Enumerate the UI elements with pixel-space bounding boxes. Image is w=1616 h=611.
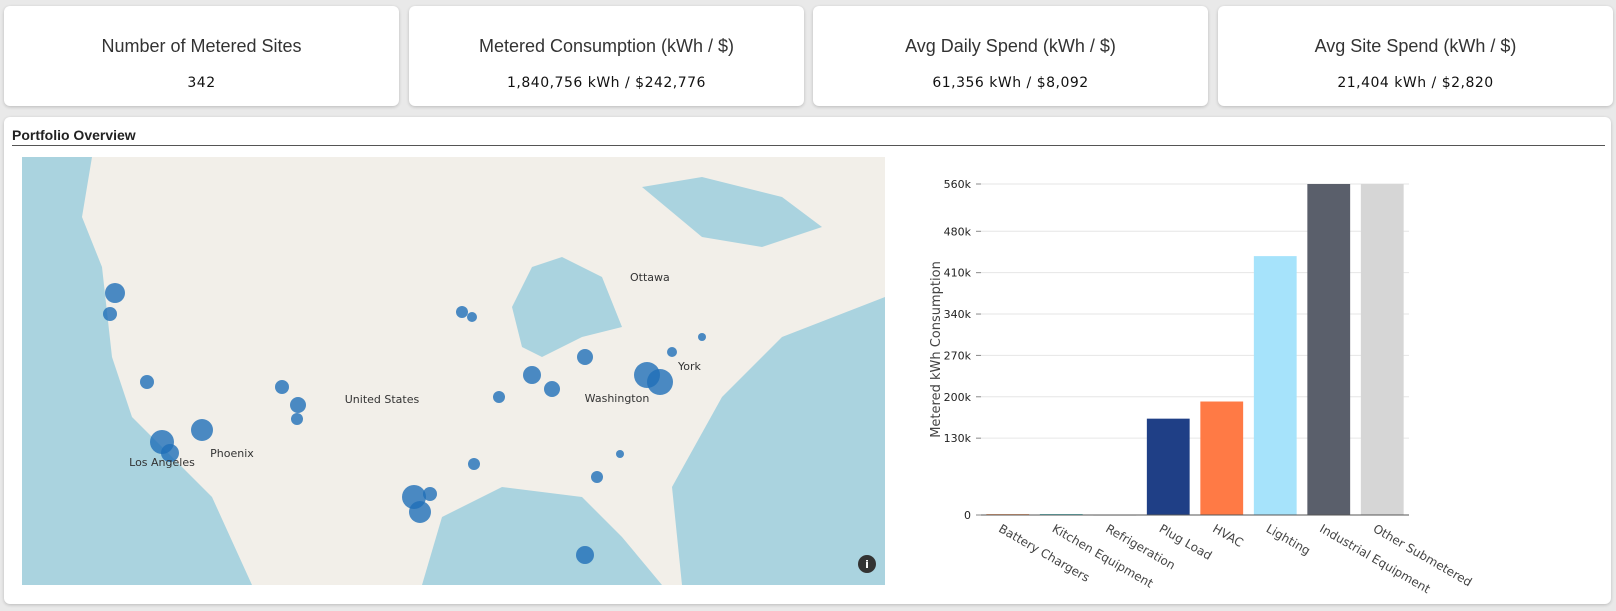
y-tick-label: 0 <box>964 509 971 522</box>
place-label: Los Angeles <box>129 456 195 469</box>
x-tick-label: HVAC <box>1210 521 1245 550</box>
place-label: Washington <box>585 392 650 405</box>
y-axis-label: Metered kWh Consumption <box>929 261 944 438</box>
kpi-card: Avg Daily Spend (kWh / $) 61,356 kWh / $8… <box>813 6 1208 106</box>
bar <box>1360 184 1404 515</box>
bar <box>1200 401 1244 515</box>
y-tick-label: 410k <box>944 267 972 280</box>
place-label: York <box>677 360 702 373</box>
map-water <box>422 487 662 585</box>
bar <box>1307 184 1351 515</box>
y-tick-label: 560k <box>944 178 972 191</box>
map[interactable]: i Ottawa York Washington United States Phoen… <box>22 157 885 585</box>
bar-chart: Metered kWh Consumption 0 130k 200k 270k 340k… <box>929 178 1474 596</box>
map-water <box>672 297 885 585</box>
info-icon[interactable] <box>858 555 876 573</box>
kpi-card: Metered Consumption (kWh / $) 1,840,756 k… <box>409 6 804 106</box>
kpi-value: 21,404 kWh / $2,820 <box>1337 75 1494 91</box>
kpi-title: Metered Consumption (kWh / $) <box>478 36 735 56</box>
bar <box>1146 418 1190 515</box>
site-markers <box>103 283 706 564</box>
map-water <box>22 157 252 585</box>
x-tick-label: Kitchen Equipment <box>1050 521 1156 590</box>
x-tick-label: Battery Chargers <box>996 521 1092 584</box>
panel-title: Portfolio Overview <box>12 127 136 143</box>
divider <box>12 145 1605 146</box>
kpi-value: 342 <box>187 75 216 91</box>
map-water <box>642 177 822 247</box>
place-label: Ottawa <box>630 271 670 284</box>
kpi-card: Number of Metered Sites 342 <box>4 6 399 106</box>
kpi-title: Number of Metered Sites <box>101 36 302 56</box>
y-tick-label: 200k <box>944 391 972 404</box>
kpi-value: 61,356 kWh / $8,092 <box>932 75 1089 91</box>
map-lake <box>512 257 622 357</box>
place-label: Phoenix <box>210 447 254 460</box>
place-label: United States <box>345 393 420 406</box>
y-tick-label: 340k <box>944 308 972 321</box>
kpi-title: Avg Daily Spend (kWh / $) <box>905 36 1116 56</box>
y-tick-label: 480k <box>944 225 972 238</box>
panel: Portfolio Overview i Ottawa York Washingto… <box>4 117 1611 604</box>
y-tick-label: 130k <box>944 432 972 445</box>
kpi-title: Avg Site Spend (kWh / $) <box>1314 36 1517 56</box>
bar <box>1253 256 1297 515</box>
kpi-value: 1,840,756 kWh / $242,776 <box>507 75 706 91</box>
x-tick-label: Lighting <box>1264 521 1313 557</box>
info-icon-glyph: i <box>865 558 869 571</box>
y-tick-label: 270k <box>944 349 972 362</box>
kpi-card: Avg Site Spend (kWh / $) 21,404 kWh / $2,… <box>1218 6 1613 106</box>
